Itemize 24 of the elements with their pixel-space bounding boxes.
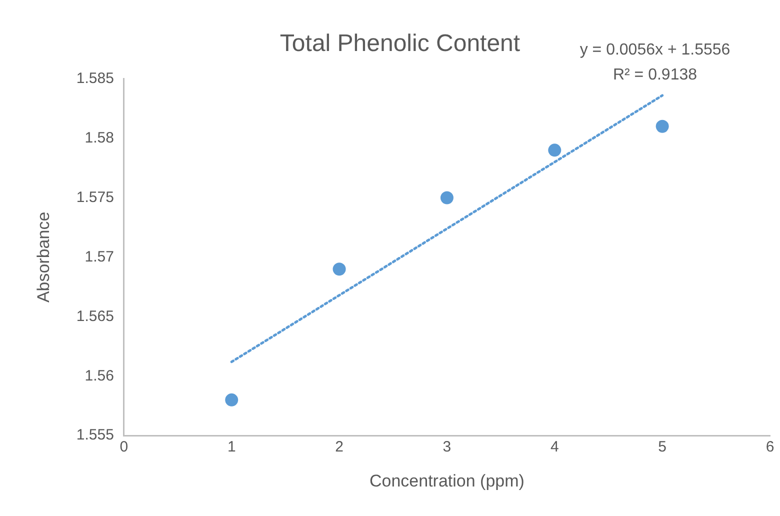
annotation: R² = 0.9138 xyxy=(612,66,698,84)
y-tick-label: 1.56 xyxy=(84,367,114,384)
x-tick-label: 5 xyxy=(658,438,666,456)
y-tick-label: 1.565 xyxy=(76,308,114,325)
point xyxy=(225,393,238,406)
x-axis-title: Concentration (ppm) xyxy=(369,471,524,490)
y-tick-label: 1.58 xyxy=(84,129,114,146)
text: y = 0.0056x + 1.5556 xyxy=(580,41,730,58)
point xyxy=(548,144,562,157)
point xyxy=(440,191,454,204)
point xyxy=(656,120,669,133)
x-tick-label: 1 xyxy=(227,438,236,456)
x-tick-label: 3 xyxy=(442,438,452,456)
x-tick-label: 2 xyxy=(335,438,344,456)
y-tick-label: 1.57 xyxy=(84,248,114,266)
y-tick-label: 1.575 xyxy=(76,188,114,206)
x-tick-label: 4 xyxy=(550,438,559,456)
y-tick-label: 1.555 xyxy=(76,426,114,444)
y-tick-label: 1.585 xyxy=(76,70,114,87)
y-axis-title: Absorbance xyxy=(34,212,53,303)
x-tick-label: 0 xyxy=(120,438,128,456)
chart-title: Total Phenolic Content xyxy=(280,30,520,58)
point xyxy=(332,262,346,276)
x-tick-label: 6 xyxy=(766,438,774,456)
